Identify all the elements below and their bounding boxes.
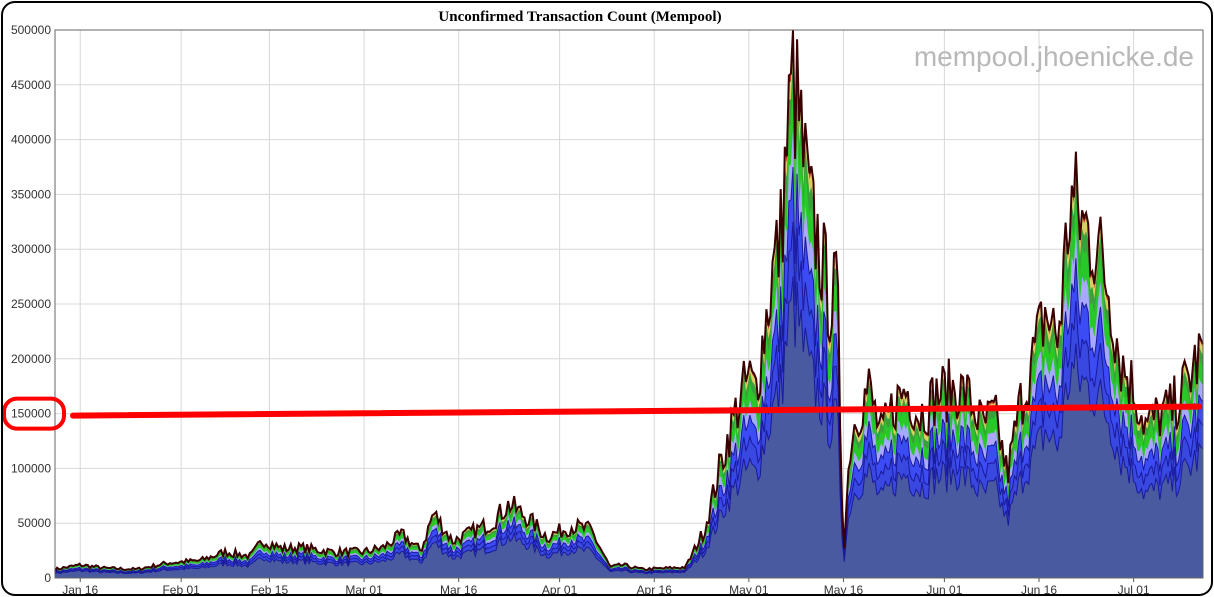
band-boundary-line bbox=[54, 166, 1204, 573]
watermark: mempool.jhoenicke.de bbox=[914, 41, 1194, 72]
x-tick-label: Jan 16 bbox=[62, 583, 98, 594]
x-tick-label: Apr 01 bbox=[542, 583, 578, 594]
x-tick-label: Jun 01 bbox=[926, 583, 962, 594]
annotation bbox=[3, 396, 1202, 431]
y-tick-label: 300000 bbox=[11, 242, 51, 256]
total-line bbox=[54, 29, 1204, 572]
x-tick-label: May 01 bbox=[729, 583, 769, 594]
band-area bbox=[55, 276, 1203, 578]
y-tick-label: 50000 bbox=[18, 516, 52, 530]
axes: 0 50000 100000 150000 200000 250000 300000 3500… bbox=[11, 23, 1204, 594]
annotation-circle bbox=[3, 396, 66, 431]
y-tick-label: 200000 bbox=[11, 352, 51, 366]
y-tick-label: 450000 bbox=[11, 78, 51, 92]
annotation-line bbox=[70, 403, 1202, 419]
x-tick-label: Jun 16 bbox=[1021, 583, 1057, 594]
y-tick-label: 350000 bbox=[11, 187, 51, 201]
stacked-areas bbox=[54, 29, 1204, 579]
band-boundary-line bbox=[54, 276, 1204, 575]
y-tick-label: 100000 bbox=[11, 461, 51, 475]
y-tick-label: 150000 bbox=[11, 407, 51, 421]
x-tick-label: Feb 01 bbox=[162, 583, 200, 594]
y-tick-label: 0 bbox=[44, 571, 51, 585]
mempool-chart: Unconfirmed Transaction Count (Mempool) … bbox=[3, 9, 1204, 594]
y-tick-label: 400000 bbox=[11, 133, 51, 147]
plot-border bbox=[54, 29, 1204, 579]
y-tick-label: 250000 bbox=[11, 297, 51, 311]
x-tick-label: Apr 16 bbox=[637, 583, 673, 594]
band-boundary-line bbox=[54, 221, 1204, 574]
chart-title: Unconfirmed Transaction Count (Mempool) bbox=[438, 9, 721, 25]
x-tick-label: Jul 01 bbox=[1118, 583, 1150, 594]
grid bbox=[55, 29, 1203, 579]
x-tick-label: Feb 15 bbox=[251, 583, 289, 594]
x-tick-label: May 16 bbox=[824, 583, 864, 594]
x-tick-label: Mar 16 bbox=[440, 583, 478, 594]
x-tick-label: Mar 01 bbox=[345, 583, 383, 594]
y-tick-label: 500000 bbox=[11, 23, 51, 37]
